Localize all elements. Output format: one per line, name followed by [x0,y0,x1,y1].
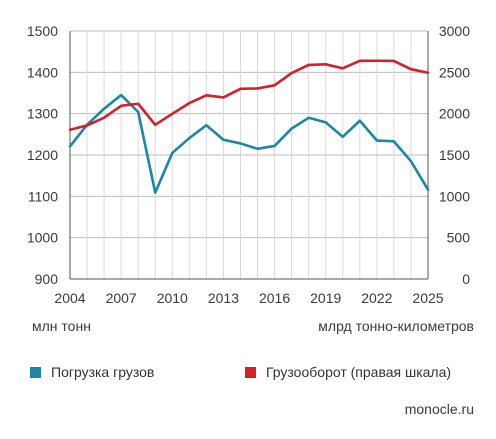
legend-item-turnover: Грузооборот (правая шкала) [245,364,451,380]
right-y-tick-label: 2500 [439,64,470,80]
left-y-tick-label: 1500 [27,23,58,39]
right-y-tick-label: 1000 [439,188,470,204]
right-y-tick-label: 3000 [439,23,470,39]
chart-axes: 900 0 1000 500 1100 1000 1200 1500 1300 2000 1400 2… [27,23,470,306]
legend-swatch-turnover [245,366,256,378]
x-tick-label: 2004 [54,290,85,306]
x-tick-label: 2007 [106,290,137,306]
left-y-tick-label: 1200 [27,147,58,163]
x-tick-label: 2025 [412,290,443,306]
left-y-tick-label: 1400 [27,64,58,80]
left-axis-unit-label: млн тонн [32,318,91,334]
series-line-loading [68,93,430,194]
chart-series [68,59,430,194]
legend-label-loading: Погрузка грузов [51,364,155,380]
x-tick-label: 2013 [208,290,239,306]
left-y-tick-label: 900 [35,271,59,287]
right-y-tick-label: 500 [447,230,471,246]
right-y-tick-label: 0 [462,271,470,287]
series-line-turnover [68,59,430,132]
left-y-tick-label: 1000 [27,230,58,246]
x-tick-label: 2016 [259,290,290,306]
x-tick-label: 2019 [310,290,341,306]
x-tick-label: 2022 [361,290,392,306]
left-y-tick-label: 1100 [28,188,58,204]
left-y-tick-label: 1300 [27,106,58,122]
source-label: monocle.ru [404,401,474,417]
legend-swatch-loading [30,366,41,378]
right-y-tick-label: 1500 [439,147,470,163]
right-axis-unit-label: млрд тонно-километров [318,318,474,334]
right-y-tick-label: 2000 [439,106,470,122]
legend-item-loading: Погрузка грузов [30,364,154,380]
x-tick-label: 2010 [157,290,188,306]
chart-grid [69,30,429,280]
legend-label-turnover: Грузооборот (правая шкала) [266,364,452,380]
